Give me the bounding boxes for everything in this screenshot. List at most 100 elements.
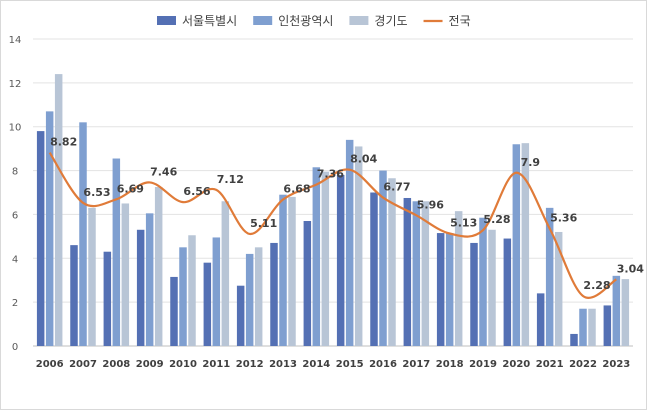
bar-3-2010 (188, 235, 196, 346)
data-label-2018: 5.13 (450, 217, 477, 230)
y-tick-label: 14 (9, 35, 22, 46)
bar-1-2018 (437, 233, 445, 346)
data-label-2019: 5.28 (483, 213, 510, 226)
bar-2-2014 (313, 167, 321, 346)
bar-2-2017 (413, 201, 421, 346)
bar-2-2023 (613, 276, 621, 346)
bar-1-2012 (237, 286, 245, 346)
bar-3-2012 (255, 247, 263, 346)
data-label-2015: 8.04 (350, 153, 377, 166)
y-axis-ticks: 0 2 4 6 8 10 12 14 (9, 35, 22, 353)
bar-3-2011 (222, 201, 230, 346)
x-tick-label: 2015 (336, 359, 364, 370)
bar-1-2020 (504, 239, 512, 346)
y-tick-label: 0 (12, 342, 18, 353)
bar-3-2020 (522, 143, 530, 346)
data-label-2014: 7.36 (317, 168, 344, 181)
bar-1-2021 (537, 293, 545, 346)
legend-swatch-2 (253, 16, 272, 25)
bar-3-2022 (588, 309, 596, 346)
data-label-2013: 6.68 (283, 183, 310, 196)
x-tick-label: 2011 (202, 359, 230, 370)
x-tick-label: 2020 (502, 359, 530, 370)
data-label-2022: 2.28 (583, 279, 610, 292)
bar-1-2014 (304, 221, 312, 346)
x-tick-label: 2019 (469, 359, 497, 370)
bar-1-2006 (37, 131, 45, 346)
bar-2-2013 (279, 195, 287, 346)
bar-1-2010 (170, 277, 178, 346)
y-tick-label: 10 (9, 123, 22, 134)
legend-swatch-1 (157, 16, 176, 25)
legend-label-1: 서울특별시 (182, 14, 237, 28)
legend: 서울특별시 인천광역시 경기도 전국 (157, 13, 471, 28)
legend-swatch-3 (349, 16, 368, 25)
bar-1-2015 (337, 175, 345, 346)
x-tick-label: 2007 (69, 359, 97, 370)
data-label-2009: 7.46 (150, 165, 177, 178)
x-tick-label: 2023 (602, 359, 630, 370)
bar-1-2023 (604, 305, 612, 346)
bar-1-2017 (404, 198, 412, 346)
x-tick-label: 2017 (402, 359, 430, 370)
x-tick-label: 2009 (136, 359, 164, 370)
data-label-2008: 6.69 (117, 182, 144, 195)
bar-2-2010 (179, 247, 187, 346)
bar-1-2019 (470, 243, 478, 346)
bar-2-2022 (579, 309, 587, 346)
bar-1-2009 (137, 230, 145, 346)
data-label-2016: 6.77 (383, 181, 410, 194)
x-tick-label: 2014 (302, 359, 330, 370)
bar-2-2019 (479, 218, 487, 346)
y-tick-label: 12 (9, 79, 22, 90)
bar-3-2008 (122, 203, 130, 346)
x-axis-ticks: 2006 2007 2008 2009 2010 2011 2012 2013 2014 2015… (36, 359, 631, 370)
data-label-2012: 5.11 (250, 217, 277, 230)
data-label-2023: 3.04 (617, 262, 644, 275)
x-tick-label: 2016 (369, 359, 397, 370)
bar-1-2008 (104, 252, 112, 346)
x-tick-label: 2010 (169, 359, 197, 370)
bar-3-2019 (488, 230, 496, 346)
x-tick-label: 2012 (236, 359, 264, 370)
bar-1-2007 (70, 245, 78, 346)
bar-1-2016 (370, 193, 378, 347)
bar-2-2012 (246, 254, 254, 346)
y-tick-label: 4 (12, 254, 18, 265)
data-label-2010: 6.56 (183, 185, 210, 198)
data-label-2006: 8.82 (50, 136, 77, 149)
x-tick-label: 2021 (536, 359, 564, 370)
legend-label-4: 전국 (449, 14, 471, 28)
data-label-2011: 7.12 (217, 173, 244, 186)
bar-1-2011 (204, 263, 212, 346)
bar-3-2018 (455, 211, 463, 346)
bar-2-2007 (79, 122, 87, 346)
x-tick-label: 2013 (269, 359, 297, 370)
x-tick-label: 2006 (36, 359, 64, 370)
bar-2-2011 (213, 237, 221, 346)
y-tick-label: 6 (12, 210, 18, 221)
legend-label-2: 인천광역시 (278, 13, 333, 28)
bar-3-2023 (622, 279, 630, 346)
bar-3-2009 (155, 187, 163, 346)
y-tick-label: 8 (12, 167, 18, 178)
y-tick-label: 2 (12, 298, 18, 309)
x-tick-label: 2008 (102, 359, 130, 370)
data-label-2017: 5.96 (417, 198, 444, 211)
bar-1-2022 (570, 334, 578, 346)
x-tick-label: 2022 (569, 359, 597, 370)
bar-2-2009 (146, 213, 154, 346)
bar-3-2007 (88, 208, 96, 346)
data-label-2007: 6.53 (83, 186, 110, 199)
bar-2-2018 (446, 233, 454, 346)
legend-label-3: 경기도 (374, 14, 407, 28)
data-label-2020: 7.9 (521, 156, 541, 169)
bar-3-2014 (322, 172, 330, 346)
x-tick-label: 2018 (436, 359, 464, 370)
bar-3-2006 (55, 74, 63, 346)
bar-3-2013 (288, 197, 296, 346)
data-label-2021: 5.36 (550, 211, 577, 224)
bar-1-2013 (270, 243, 278, 346)
